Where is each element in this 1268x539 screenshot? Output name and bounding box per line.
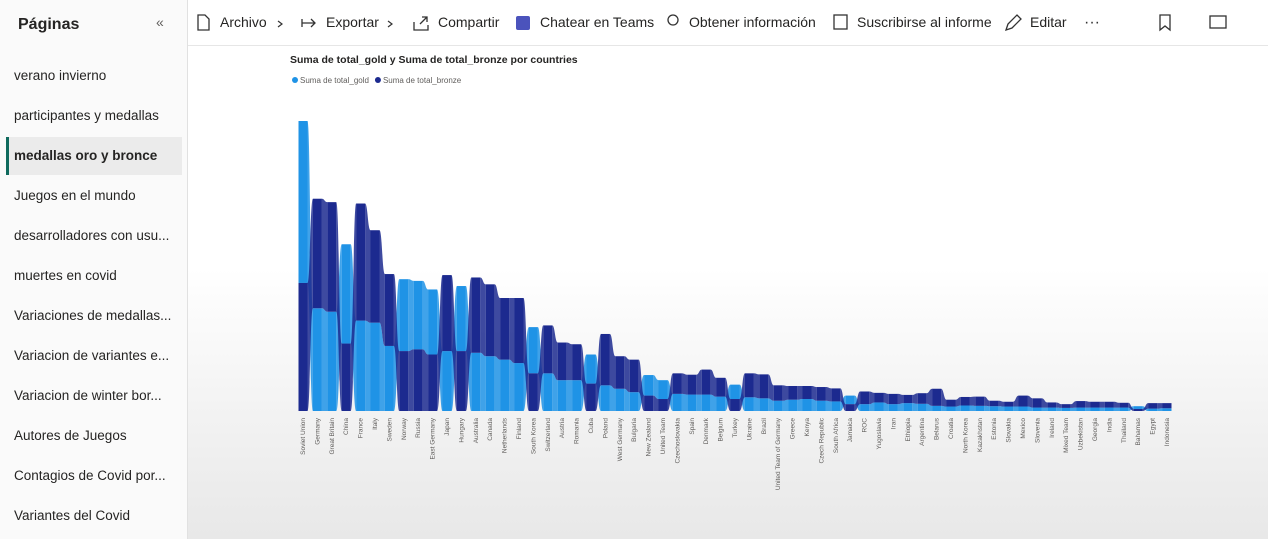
collapse-button[interactable]: «: [156, 14, 164, 30]
toolbar-button[interactable]: Editar: [1030, 14, 1067, 30]
page-tab[interactable]: Contagios de Covid por...: [14, 468, 166, 483]
subscribe-icon: [833, 14, 848, 30]
toolbar-button[interactable]: Compartir: [438, 14, 500, 30]
pane-title: Páginas: [18, 16, 80, 33]
toolbar-button[interactable]: Exportar: [326, 14, 379, 30]
share-icon: [413, 16, 429, 31]
export-icon: [301, 18, 316, 28]
more-button[interactable]: ···: [1084, 14, 1100, 31]
page-tab[interactable]: Variantes del Covid: [14, 508, 131, 523]
chevron: [277, 20, 283, 28]
view-icon[interactable]: [1209, 15, 1227, 29]
pages-pane: Páginas « verano invierno participantes y…: [0, 0, 188, 539]
page-tab[interactable]: Juegos en el mundo: [14, 188, 136, 203]
page-tab[interactable]: Autores de Juegos: [14, 428, 127, 443]
page-tab[interactable]: verano invierno: [14, 68, 107, 83]
report-canvas: [188, 46, 1268, 539]
toolbar-button[interactable]: Archivo: [220, 14, 267, 30]
page-tab[interactable]: Variaciones de medallas...: [14, 308, 172, 323]
file-icon: [197, 14, 210, 31]
page-tab[interactable]: medallas oro y bronce: [6, 137, 182, 175]
chevron: [387, 20, 393, 28]
bulb-icon: [667, 14, 679, 26]
page-tab[interactable]: muertes en covid: [14, 268, 117, 283]
edit-icon: [1004, 14, 1022, 32]
toolbar-icons: ···: [197, 14, 1227, 32]
toolbar: ··· Archivo Exportar Compartir Chatear en T…: [188, 0, 1268, 46]
toolbar-button[interactable]: Chatear en Teams: [540, 14, 655, 30]
toolbar-button[interactable]: Obtener información: [689, 14, 816, 30]
teams-icon: [516, 16, 530, 30]
page-tab[interactable]: desarrolladores con usu...: [14, 228, 170, 243]
toolbar-button[interactable]: Suscribirse al informe: [857, 14, 992, 30]
page-tab[interactable]: Variacion de winter bor...: [14, 388, 162, 403]
bookmark-icon[interactable]: [1159, 14, 1171, 32]
page-tab[interactable]: Variacion de variantes e...: [14, 348, 170, 363]
page-tab[interactable]: participantes y medallas: [14, 108, 159, 123]
